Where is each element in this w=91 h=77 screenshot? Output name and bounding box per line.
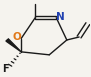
Text: N: N — [56, 12, 65, 22]
Text: F: F — [2, 64, 9, 74]
Text: O: O — [13, 32, 22, 42]
Polygon shape — [6, 39, 21, 52]
